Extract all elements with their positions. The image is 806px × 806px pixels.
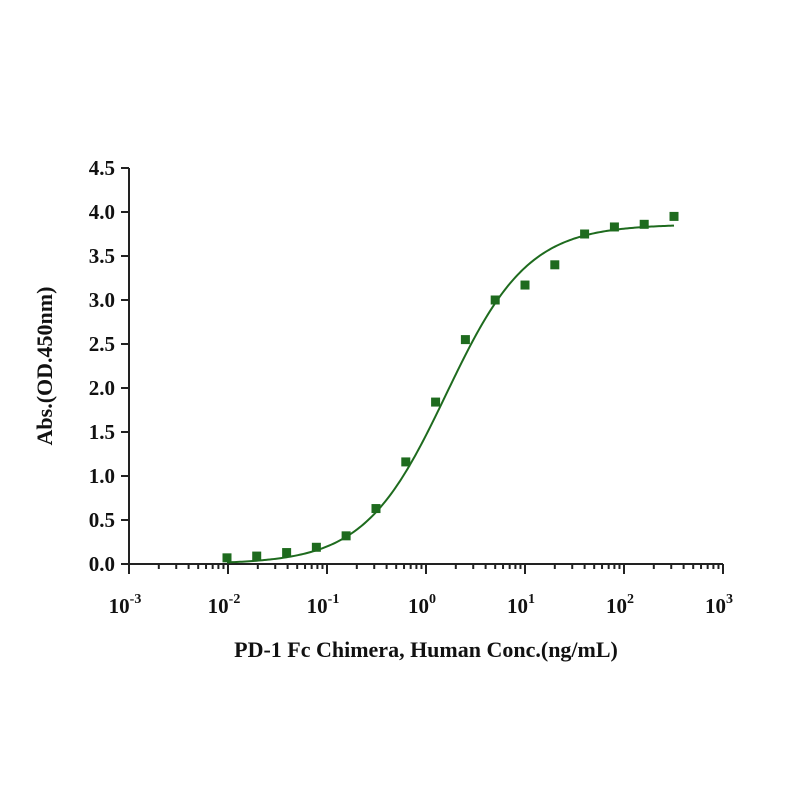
y-tick-label: 2.5 [89, 332, 115, 356]
x-tick-label: 103 [705, 592, 733, 618]
data-point [282, 548, 292, 558]
data-point [580, 229, 590, 239]
data-point [401, 457, 411, 467]
y-tick-label: 4.5 [89, 156, 115, 180]
data-point [222, 553, 232, 563]
y-tick-label: 3.0 [89, 288, 115, 312]
data-point [609, 222, 619, 232]
data-point [520, 280, 530, 290]
data-point [550, 260, 560, 270]
y-tick-label: 0.0 [89, 552, 115, 576]
data-point [669, 211, 679, 221]
x-tick-label: 10-2 [208, 592, 241, 618]
data-point [252, 551, 262, 561]
data-point [341, 531, 351, 541]
fit-layer [226, 224, 675, 564]
data-point [490, 295, 500, 305]
data-point [639, 219, 649, 229]
y-tick-label: 4.0 [89, 200, 115, 224]
x-axis-title: PD-1 Fc Chimera, Human Conc.(ng/mL) [234, 637, 618, 662]
x-tick-label: 100 [408, 592, 436, 618]
data-point [311, 542, 321, 552]
y-tick-label: 2.0 [89, 376, 115, 400]
y-tick-label: 0.5 [89, 508, 115, 532]
x-tick-label: 101 [507, 592, 535, 618]
x-tick-label: 10-1 [307, 592, 340, 618]
x-tick-label: 10-3 [109, 592, 142, 618]
y-tick-label: 3.5 [89, 244, 115, 268]
y-tick-label: 1.5 [89, 420, 115, 444]
data-point [371, 504, 381, 514]
y-tick-label: 1.0 [89, 464, 115, 488]
data-point [431, 397, 441, 407]
x-tick-label: 102 [606, 592, 634, 618]
fit-curve [226, 224, 675, 564]
axes: 0.0 0.5 1.0 1.5 2.0 2.5 3.0 3.5 4.0 4.5 10-3 10-2 10… [89, 156, 733, 618]
y-axis-title: Abs.(OD.450nm) [32, 287, 57, 446]
data-point [460, 335, 470, 345]
points-layer [222, 211, 679, 563]
